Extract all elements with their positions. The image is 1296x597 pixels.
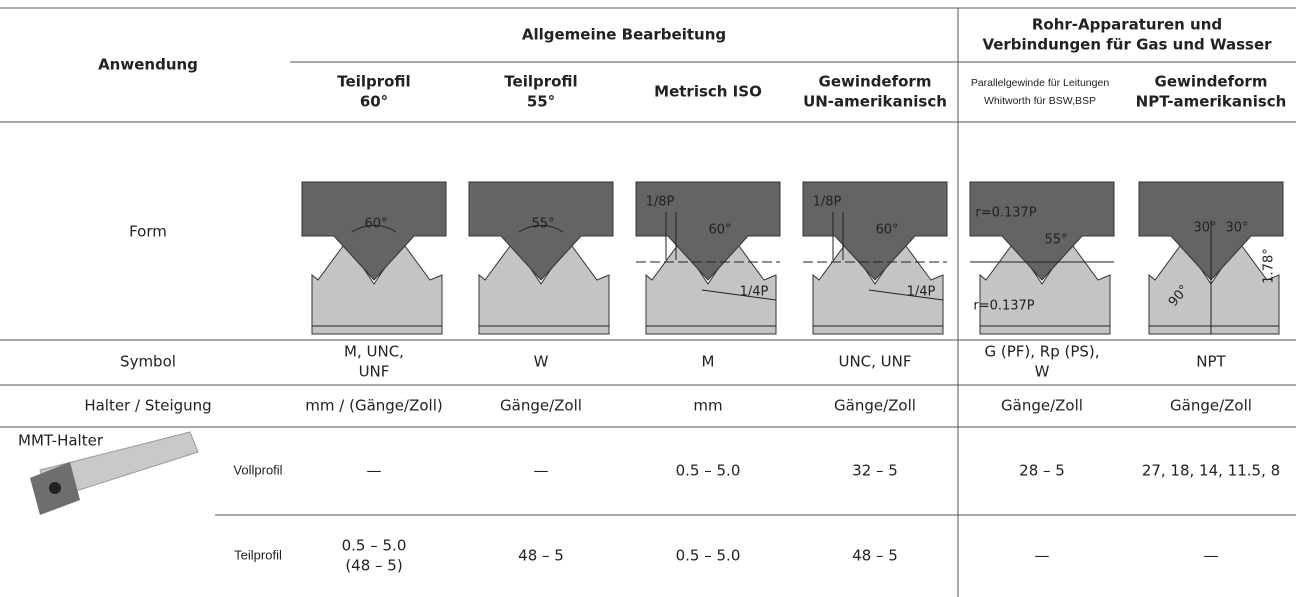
cell: 0.5 – 5.0: [676, 547, 741, 565]
table-page: Anwendung Allgemeine Bearbeitung Rohr-Appa…: [0, 0, 1296, 597]
column-header: Metrisch ISO: [654, 83, 762, 101]
cell: NPT: [1196, 353, 1226, 371]
sub-label: Teilprofil: [234, 547, 282, 562]
annotation: 60°: [875, 223, 898, 238]
cell: W: [1035, 363, 1050, 381]
cell: —: [367, 462, 382, 480]
cell: 32 – 5: [852, 462, 898, 480]
annotation: 60°: [364, 217, 387, 232]
column-header: Parallelgewinde für Leitungen: [971, 77, 1110, 89]
header-cell: Anwendung: [98, 56, 198, 74]
annotation: 55°: [1044, 233, 1067, 248]
row-label: MMT-Halter: [18, 432, 104, 450]
cell: 28 – 5: [1019, 462, 1065, 480]
cell: mm: [693, 397, 722, 415]
cell: 0.5 – 5.0: [342, 537, 407, 555]
annotation: r=0.137P: [975, 206, 1036, 221]
cell: (48 – 5): [345, 557, 402, 575]
cell: 48 – 5: [518, 547, 564, 565]
annotation: 30°: [1193, 221, 1216, 236]
cell: —: [1035, 547, 1050, 565]
column-header: UN-amerikanisch: [803, 93, 947, 111]
column-header: Teilprofil: [337, 73, 410, 91]
row-label: Form: [129, 223, 167, 241]
annotation: 1.78°: [1262, 248, 1277, 283]
cell: —: [534, 462, 549, 480]
row-label: Halter / Steigung: [84, 397, 211, 415]
column-header: Gewindeform: [1155, 73, 1268, 91]
annotation: 1/8P: [813, 195, 842, 210]
cell: 27, 18, 14, 11.5, 8: [1142, 462, 1280, 480]
annotation: r=0.137P: [973, 299, 1034, 314]
group-header: Verbindungen für Gas und Wasser: [982, 36, 1272, 54]
cell: 48 – 5: [852, 547, 898, 565]
annotation: 55°: [531, 217, 554, 232]
thread-dark: [970, 182, 1114, 280]
column-header: Teilprofil: [504, 73, 577, 91]
cell: W: [534, 353, 549, 371]
cell: Gänge/Zoll: [500, 397, 582, 415]
annotation: 30°: [1225, 221, 1248, 236]
column-header: 55°: [527, 93, 555, 111]
cell: UNC, UNF: [838, 353, 911, 371]
column-header: 60°: [360, 93, 388, 111]
row-label: Symbol: [120, 353, 176, 371]
cell: M, UNC,: [344, 343, 404, 361]
cell: Gänge/Zoll: [1170, 397, 1252, 415]
annotation: 60°: [708, 223, 731, 238]
cell: —: [1204, 547, 1219, 565]
cell: G (PF), Rp (PS),: [984, 343, 1099, 361]
column-header: Gewindeform: [819, 73, 932, 91]
cell: UNF: [359, 363, 390, 381]
group-header: Allgemeine Bearbeitung: [522, 26, 726, 44]
column-header: Whitworth für BSW,BSP: [984, 95, 1096, 107]
group-header: Rohr-Apparaturen und: [1032, 16, 1222, 34]
column-header: NPT-amerikanisch: [1136, 93, 1287, 111]
annotation: 1/8P: [646, 195, 675, 210]
cell: Gänge/Zoll: [834, 397, 916, 415]
cell: mm / (Gänge/Zoll): [305, 397, 442, 415]
sub-label: Vollprofil: [233, 462, 282, 477]
cell: M: [702, 353, 715, 371]
cell: Gänge/Zoll: [1001, 397, 1083, 415]
cell: 0.5 – 5.0: [676, 462, 741, 480]
